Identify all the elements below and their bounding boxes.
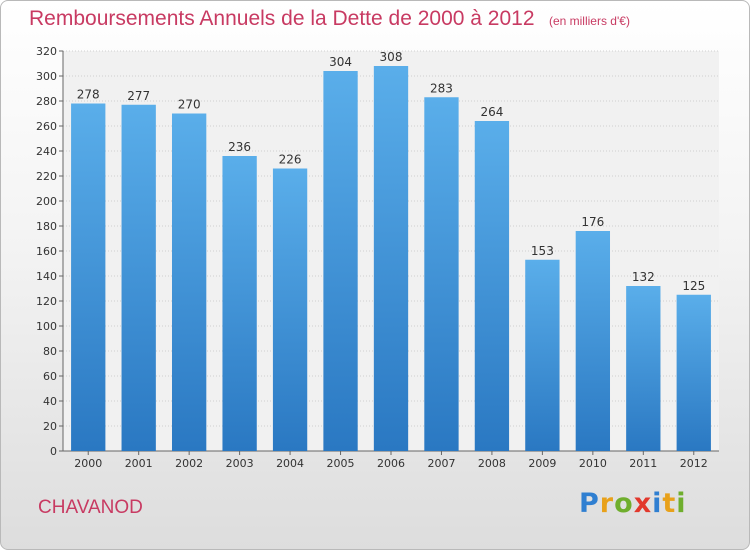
y-tick-label: 300	[36, 70, 57, 83]
proxiti-logo: Proxiti	[579, 488, 687, 519]
bar	[575, 231, 611, 451]
bar-value-label: 132	[632, 270, 655, 284]
y-tick-label: 60	[43, 370, 57, 383]
bar	[474, 121, 510, 451]
bar	[424, 97, 459, 451]
bar-value-label: 278	[77, 88, 100, 102]
y-tick-label: 120	[36, 295, 57, 308]
unit-text: (en milliers d'€)	[548, 14, 630, 28]
bar	[373, 66, 409, 451]
x-tick-label: 2011	[629, 457, 657, 470]
bar-value-label: 153	[531, 244, 554, 258]
bar	[525, 259, 560, 451]
x-tick-label: 2005	[327, 457, 355, 470]
bar	[121, 104, 156, 451]
bar	[626, 286, 661, 451]
y-tick-label: 280	[36, 95, 57, 108]
y-tick-label: 80	[43, 345, 57, 358]
logo-letter: i	[676, 488, 687, 519]
chart-title: Remboursements Annuels de la Dette de 20…	[29, 7, 630, 31]
bar-value-label: 176	[581, 215, 604, 229]
y-tick-label: 240	[36, 145, 57, 158]
bar-value-label: 308	[380, 50, 403, 64]
bar-value-label: 264	[480, 105, 503, 119]
x-tick-label: 2004	[276, 457, 304, 470]
bar-value-label: 270	[178, 98, 201, 112]
logo-letter: x	[633, 488, 653, 519]
bar	[272, 168, 308, 451]
x-tick-label: 2007	[427, 457, 455, 470]
bar-value-label: 226	[279, 153, 302, 167]
x-tick-label: 2006	[377, 457, 405, 470]
logo-letter: i	[652, 488, 663, 519]
y-tick-label: 20	[43, 420, 57, 433]
y-tick-label: 140	[36, 270, 57, 283]
x-tick-label: 2000	[74, 457, 102, 470]
y-tick-label: 0	[50, 445, 57, 458]
logo-letter: t	[662, 488, 677, 519]
bar-value-label: 277	[127, 89, 150, 103]
y-tick-label: 260	[36, 120, 57, 133]
y-tick-label: 320	[36, 45, 57, 58]
bar	[171, 113, 207, 451]
y-tick-label: 40	[43, 395, 57, 408]
bar-value-label: 304	[329, 55, 352, 69]
y-tick-label: 100	[36, 320, 57, 333]
logo-letter: P	[579, 488, 600, 519]
y-tick-label: 200	[36, 195, 57, 208]
y-tick-label: 160	[36, 245, 57, 258]
bar	[676, 294, 711, 451]
x-tick-label: 2003	[226, 457, 254, 470]
x-tick-label: 2001	[125, 457, 153, 470]
x-tick-label: 2012	[680, 457, 708, 470]
y-tick-label: 180	[36, 220, 57, 233]
bar-value-label: 283	[430, 81, 453, 95]
bar-value-label: 125	[682, 279, 705, 293]
bar-value-label: 236	[228, 140, 251, 154]
logo-letter: r	[599, 488, 615, 519]
x-tick-label: 2009	[528, 457, 556, 470]
bar	[71, 103, 106, 451]
bar	[323, 71, 358, 451]
x-tick-label: 2002	[175, 457, 203, 470]
x-tick-label: 2010	[579, 457, 607, 470]
logo-letter: o	[614, 488, 634, 519]
bar	[222, 156, 257, 451]
y-tick-label: 220	[36, 170, 57, 183]
title-text: Remboursements Annuels de la Dette de 20…	[29, 7, 535, 30]
x-tick-label: 2008	[478, 457, 506, 470]
city-name: CHAVANOD	[38, 497, 143, 518]
